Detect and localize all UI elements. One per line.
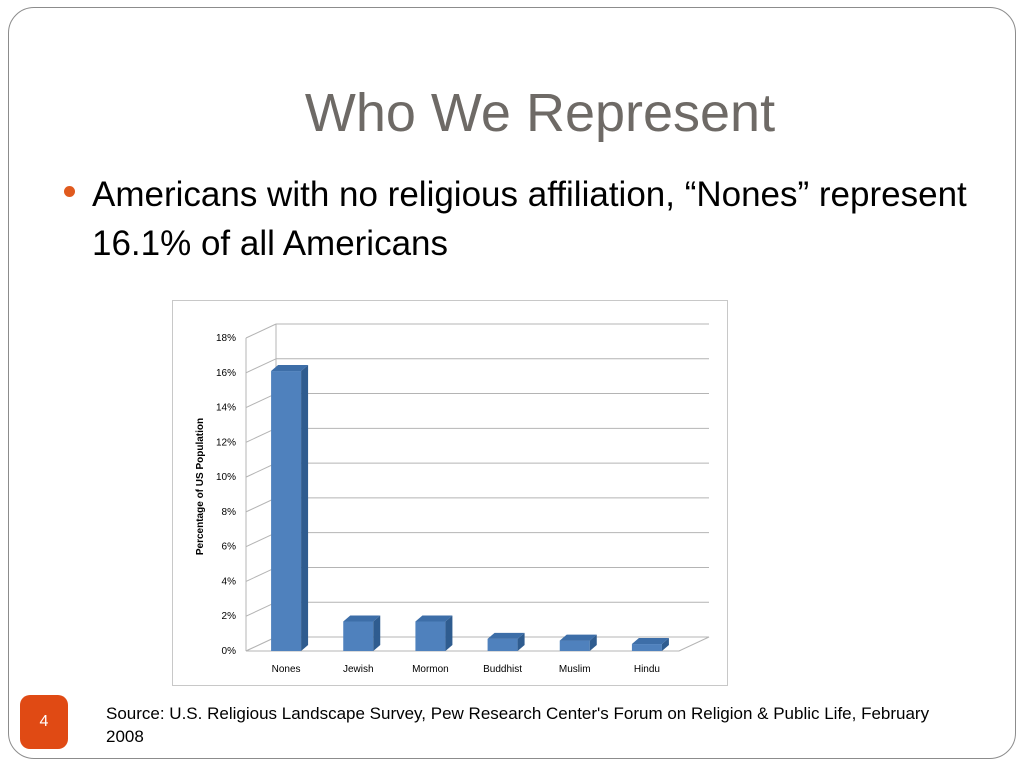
y-tick-label: 0% bbox=[222, 646, 237, 657]
x-tick-label: Hindu bbox=[634, 664, 660, 675]
y-tick-label: 18% bbox=[216, 333, 236, 344]
bar bbox=[415, 621, 446, 651]
gridline-side bbox=[245, 323, 277, 339]
x-tick-label: Buddhist bbox=[483, 664, 522, 675]
y-tick-label: 16% bbox=[216, 368, 236, 379]
bar-side bbox=[445, 615, 453, 651]
y-tick-label: 6% bbox=[222, 542, 237, 553]
gridline-side bbox=[245, 566, 277, 582]
x-tick-label: Jewish bbox=[343, 664, 374, 675]
bar-top bbox=[487, 632, 525, 639]
bar bbox=[559, 640, 590, 651]
x-tick-label: Mormon bbox=[412, 664, 449, 675]
bar-side bbox=[661, 638, 669, 651]
bar-top bbox=[559, 634, 597, 641]
bar-top bbox=[415, 615, 453, 622]
chart-container: 0% 2% 4% 6% 8% 10% 12% 14% 16% 18% Percentage of U… bbox=[172, 300, 728, 686]
bullet-text: Americans with no religious affiliation,… bbox=[92, 175, 967, 263]
bar bbox=[631, 644, 662, 651]
bar bbox=[271, 371, 302, 651]
y-tick-label: 12% bbox=[216, 437, 236, 448]
y-axis-title: Percentage of US Population bbox=[195, 418, 206, 555]
gridline-side bbox=[245, 393, 277, 409]
gridline-side bbox=[245, 358, 277, 374]
gridline-side bbox=[245, 427, 277, 443]
bar-top bbox=[343, 615, 381, 622]
bar-side bbox=[589, 634, 597, 651]
bar bbox=[343, 621, 374, 651]
slide-frame bbox=[8, 7, 1016, 759]
gridline-side bbox=[245, 532, 277, 548]
source-citation: Source: U.S. Religious Landscape Survey,… bbox=[106, 704, 930, 746]
bar-chart: 0% 2% 4% 6% 8% 10% 12% 14% 16% 18% Percentage of U… bbox=[195, 323, 710, 675]
x-tick-label: Muslim bbox=[559, 664, 591, 675]
bar-side bbox=[517, 632, 525, 651]
x-tick-label: Nones bbox=[272, 664, 301, 675]
bar bbox=[487, 638, 518, 651]
y-tick-label: 14% bbox=[216, 403, 236, 414]
gridline-side bbox=[245, 601, 277, 617]
y-tick-label: 2% bbox=[222, 611, 237, 622]
bar-top bbox=[271, 365, 309, 372]
slide-title: Who We Represent bbox=[304, 83, 776, 143]
gridline-side bbox=[245, 462, 277, 478]
bar-side bbox=[301, 365, 309, 651]
bar-side bbox=[373, 615, 381, 651]
y-tick-label: 10% bbox=[216, 472, 236, 483]
y-tick-label: 8% bbox=[222, 507, 237, 518]
bullet-dot-icon bbox=[64, 186, 75, 197]
y-tick-label: 4% bbox=[222, 576, 237, 587]
gridline-side bbox=[245, 497, 277, 513]
page-number-badge: 4 bbox=[20, 695, 68, 749]
bar-top bbox=[631, 638, 669, 645]
